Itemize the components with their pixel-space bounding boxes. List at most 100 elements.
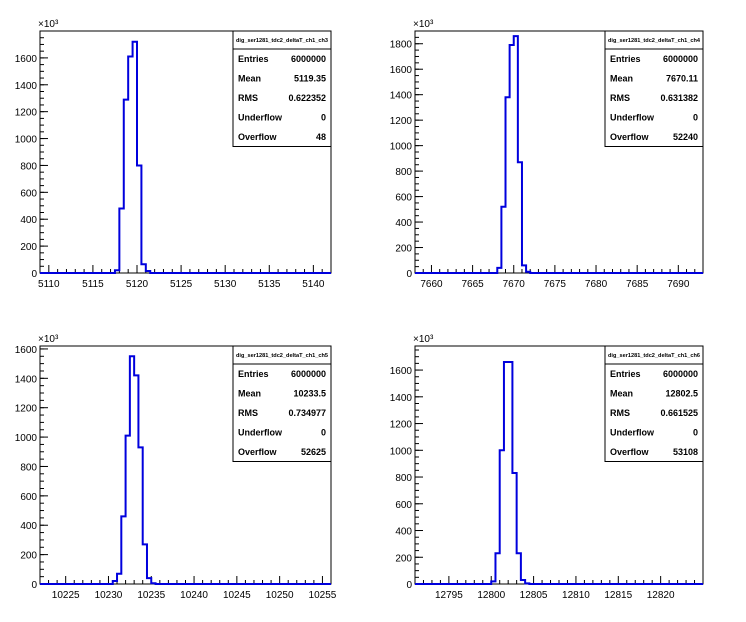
y-tick-label: 1400 xyxy=(390,91,413,102)
stats-value: 0 xyxy=(321,428,326,438)
y-tick-label: 800 xyxy=(20,462,37,473)
y-tick-label: 600 xyxy=(395,500,412,511)
y-tick-label: 800 xyxy=(20,161,37,172)
y-tick-label: 800 xyxy=(395,167,412,178)
y-exponent-label: ×10³ xyxy=(413,334,434,345)
y-tick-label: 1200 xyxy=(390,116,413,127)
y-tick-label: 1200 xyxy=(15,404,38,415)
stats-label: Entries xyxy=(610,369,641,379)
stats-value: 12802.5 xyxy=(665,389,698,399)
histogram-line xyxy=(415,361,703,585)
x-tick-label: 7690 xyxy=(667,279,690,290)
y-tick-label: 200 xyxy=(395,244,412,255)
histogram-panel-3: 0 200 400 600 800 1000 1200 1400 1600×10³ 10225 10… xyxy=(15,334,337,601)
stats-box xyxy=(604,345,704,462)
x-tick-label: 10255 xyxy=(309,590,337,601)
x-tick-label: 5115 xyxy=(82,279,104,290)
stats-value: 6000000 xyxy=(291,369,326,379)
x-tick-label: 12815 xyxy=(604,590,632,601)
y-exponent-label: ×10³ xyxy=(38,334,59,345)
stats-title: dig_ser1281_tdc2_deltaT_ch1_ch6 xyxy=(608,353,700,359)
stats-box xyxy=(604,30,704,147)
stats-label: Entries xyxy=(238,369,269,379)
stats-title: dig_ser1281_tdc2_deltaT_ch1_ch4 xyxy=(608,38,701,44)
x-tick-label: 12795 xyxy=(435,590,463,601)
y-tick-label: 0 xyxy=(406,269,412,280)
stats-value: 0 xyxy=(693,428,698,438)
x-tick-label: 10240 xyxy=(180,590,208,601)
x-tick-label: 5125 xyxy=(170,279,193,290)
stats-label: Mean xyxy=(238,389,261,399)
histogram-panel-1: 0 200 400 600 800 1000 1200 1400 1600 ×10³ 5110 511… xyxy=(15,19,332,290)
x-tick-label: 10235 xyxy=(137,590,165,601)
x-tick-label: 5135 xyxy=(258,279,281,290)
x-tick-label: 5110 xyxy=(38,279,60,290)
y-tick-label: 1000 xyxy=(390,142,413,153)
stats-label: Underflow xyxy=(238,428,283,438)
histogram-line xyxy=(40,355,331,585)
y-tick-label: 1600 xyxy=(15,345,38,356)
x-tick-label: 7675 xyxy=(544,279,567,290)
y-tick-label: 1000 xyxy=(390,446,413,457)
stats-label: RMS xyxy=(238,408,258,418)
stats-label: Mean xyxy=(610,74,633,84)
stats-value: 0.661525 xyxy=(660,408,698,418)
x-tick-label: 10230 xyxy=(95,590,123,601)
x-tick-label: 12800 xyxy=(477,590,505,601)
y-tick-label: 600 xyxy=(395,193,412,204)
y-tick-label: 1000 xyxy=(15,433,38,444)
stats-title: dig_ser1281_tdc2_deltaT_ch1_ch3 xyxy=(236,38,328,44)
stats-value: 10233.5 xyxy=(293,389,326,399)
y-tick-label: 0 xyxy=(31,580,37,591)
y-tick-label: 1400 xyxy=(15,81,38,92)
y-tick-label: 400 xyxy=(20,521,37,532)
stats-label: RMS xyxy=(238,93,258,103)
stats-value: 52240 xyxy=(673,132,698,142)
stats-title: dig_ser1281_tdc2_deltaT_ch1_ch5 xyxy=(236,353,328,359)
stats-label: Overflow xyxy=(238,132,278,142)
x-tick-label: 7685 xyxy=(626,279,649,290)
stats-label: RMS xyxy=(610,93,630,103)
x-tick-label: 7660 xyxy=(420,279,443,290)
y-tick-label: 1800 xyxy=(390,40,413,51)
y-exponent-label: ×10³ xyxy=(38,19,59,30)
stats-label: Entries xyxy=(610,54,641,64)
x-tick-label: 5130 xyxy=(214,279,237,290)
stats-label: Entries xyxy=(238,54,269,64)
y-exponent-label: ×10³ xyxy=(413,19,434,30)
y-tick-label: 200 xyxy=(20,242,37,253)
y-tick-label: 1600 xyxy=(390,65,413,76)
stats-value: 0.631382 xyxy=(660,93,698,103)
y-tick-label: 1600 xyxy=(15,54,38,65)
y-tick-label: 1200 xyxy=(15,108,38,119)
y-tick-label: 1200 xyxy=(390,420,413,431)
x-tick-label: 7670 xyxy=(503,279,526,290)
stats-box xyxy=(232,30,332,147)
y-tick-label: 0 xyxy=(31,269,37,280)
stats-label: Overflow xyxy=(610,132,650,142)
x-tick-label: 5120 xyxy=(126,279,149,290)
x-tick-label: 12820 xyxy=(647,590,675,601)
y-tick-label: 1600 xyxy=(390,366,413,377)
x-tick-label: 10225 xyxy=(52,590,80,601)
x-tick-label: 10250 xyxy=(266,590,294,601)
x-tick-label: 7665 xyxy=(461,279,484,290)
stats-value: 5119.35 xyxy=(294,74,326,84)
stats-value: 7670.11 xyxy=(666,74,698,84)
y-tick-label: 1400 xyxy=(390,393,413,404)
y-tick-label: 600 xyxy=(20,188,37,199)
x-tick-label: 12810 xyxy=(562,590,590,601)
y-tick-label: 400 xyxy=(20,215,37,226)
stats-label: Underflow xyxy=(610,113,655,123)
stats-value: 0.734977 xyxy=(288,408,326,418)
stats-value: 53108 xyxy=(673,447,698,457)
stats-value: 52625 xyxy=(301,447,326,457)
stats-label: Overflow xyxy=(610,447,650,457)
x-tick-label: 12805 xyxy=(520,590,548,601)
stats-value: 0 xyxy=(321,113,326,123)
stats-value: 6000000 xyxy=(663,369,698,379)
y-tick-label: 600 xyxy=(20,492,37,503)
histogram-panel-2: 0 200 400 600 800 1000 1200 1400 1600 1800×10³ 766… xyxy=(390,19,704,290)
y-tick-label: 200 xyxy=(20,551,37,562)
